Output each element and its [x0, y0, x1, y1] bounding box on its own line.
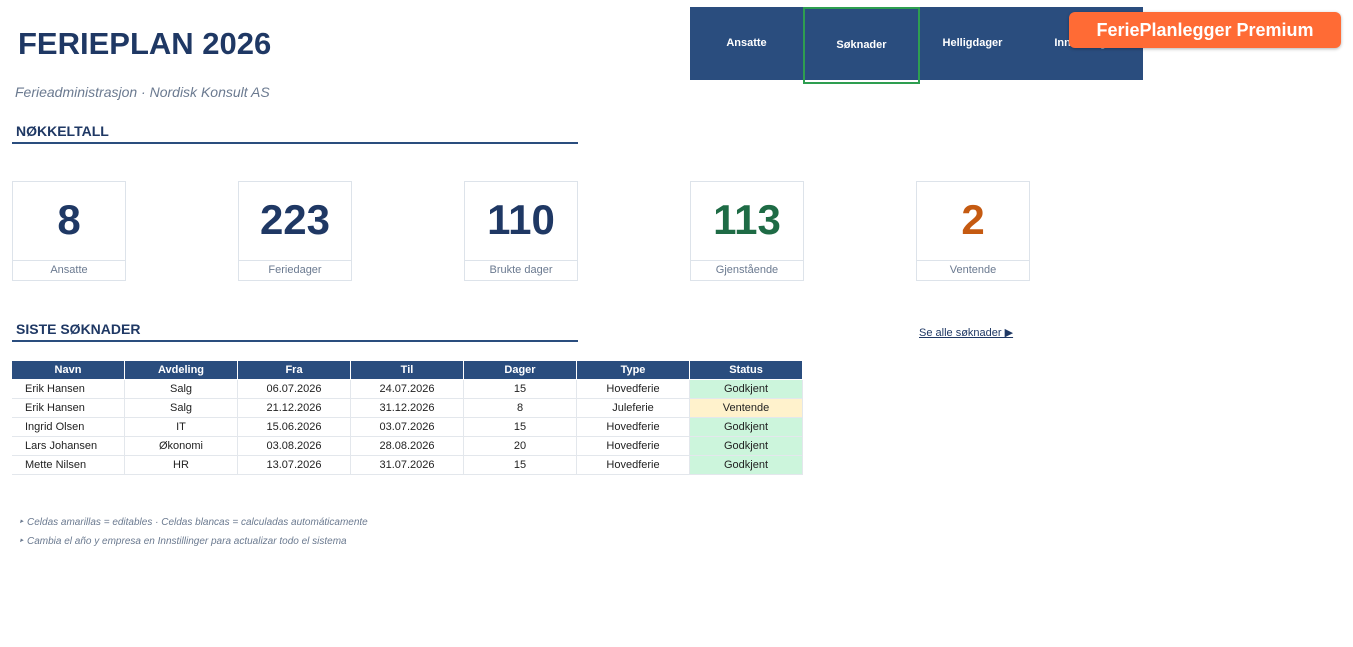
- table-cell: Hovedferie: [577, 418, 690, 437]
- table-cell: Hovedferie: [577, 456, 690, 475]
- table-cell: IT: [125, 418, 238, 437]
- table-header: Status: [690, 361, 803, 380]
- premium-badge[interactable]: FeriePlanlegger Premium: [1069, 12, 1341, 48]
- table-cell: Juleferie: [577, 399, 690, 418]
- kpi-label: Ventende: [917, 260, 1029, 280]
- kpi-card: 8 Ansatte: [12, 181, 126, 281]
- kpi-card: 110 Brukte dager: [464, 181, 578, 281]
- kpi-value: 110: [487, 196, 555, 243]
- status-cell: Godkjent: [690, 380, 803, 399]
- table-header: Til: [351, 361, 464, 380]
- table-header: Fra: [238, 361, 351, 380]
- table-cell: Salg: [125, 380, 238, 399]
- kpi-label: Gjenstående: [691, 260, 803, 280]
- note: Celdas amarillas = editables · Celdas bl…: [18, 517, 368, 528]
- table-cell: Økonomi: [125, 437, 238, 456]
- table-header: Avdeling: [125, 361, 238, 380]
- table-cell: 31.12.2026: [351, 399, 464, 418]
- kpi-label: Brukte dager: [465, 260, 577, 280]
- table-cell: 21.12.2026: [238, 399, 351, 418]
- status-cell: Godkjent: [690, 456, 803, 475]
- nav-item[interactable]: Ansatte: [726, 37, 767, 49]
- table-cell: 8: [464, 399, 577, 418]
- table-cell: Erik Hansen: [12, 380, 125, 399]
- table-cell: 15: [464, 418, 577, 437]
- table-cell: Hovedferie: [577, 380, 690, 399]
- kpi-value: 2: [961, 196, 985, 243]
- table-cell: HR: [125, 456, 238, 475]
- kpi-card: 2 Ventende: [916, 181, 1030, 281]
- nav-item[interactable]: Helligdager: [942, 37, 1003, 49]
- table-cell: Ingrid Olsen: [12, 418, 125, 437]
- table-cell: 13.07.2026: [238, 456, 351, 475]
- table-cell: 15.06.2026: [238, 418, 351, 437]
- table-cell: Salg: [125, 399, 238, 418]
- table-cell: 31.07.2026: [351, 456, 464, 475]
- table-cell: 03.07.2026: [351, 418, 464, 437]
- table-cell: Lars Johansen: [12, 437, 125, 456]
- nav-item[interactable]: Søknader: [803, 7, 920, 84]
- kpi-card: 223 Feriedager: [238, 181, 352, 281]
- table-cell: 03.08.2026: [238, 437, 351, 456]
- view-all-link[interactable]: Se alle søknader ▶: [919, 327, 1014, 339]
- table-cell: 15: [464, 456, 577, 475]
- title: FERIEPLAN 2026: [18, 26, 272, 61]
- kpi-value: 8: [57, 196, 81, 243]
- section-title: NØKKELTALL: [16, 123, 109, 139]
- table-cell: Erik Hansen: [12, 399, 125, 418]
- note: Cambia el año y empresa en Innstillinger…: [18, 536, 347, 547]
- section-rule: [12, 142, 578, 144]
- section-rule: [12, 340, 578, 342]
- table-cell: 06.07.2026: [238, 380, 351, 399]
- table-header: Dager: [464, 361, 577, 380]
- subtitle: Ferieadministrasjon · Nordisk Konsult AS: [15, 84, 270, 100]
- kpi-label: Ansatte: [13, 260, 125, 280]
- status-cell: Ventende: [690, 399, 803, 418]
- table-cell: 24.07.2026: [351, 380, 464, 399]
- table-cell: Mette Nilsen: [12, 456, 125, 475]
- table-header: Type: [577, 361, 690, 380]
- table-cell: 20: [464, 437, 577, 456]
- section-title: SISTE SØKNADER: [16, 321, 141, 337]
- kpi-card: 113 Gjenstående: [690, 181, 804, 281]
- status-cell: Godkjent: [690, 418, 803, 437]
- table-cell: Hovedferie: [577, 437, 690, 456]
- status-cell: Godkjent: [690, 437, 803, 456]
- table-header: Navn: [12, 361, 125, 380]
- table-cell: 28.08.2026: [351, 437, 464, 456]
- kpi-value: 223: [259, 196, 331, 243]
- kpi-value: 113: [713, 196, 781, 243]
- table-cell: 15: [464, 380, 577, 399]
- kpi-label: Feriedager: [239, 260, 351, 280]
